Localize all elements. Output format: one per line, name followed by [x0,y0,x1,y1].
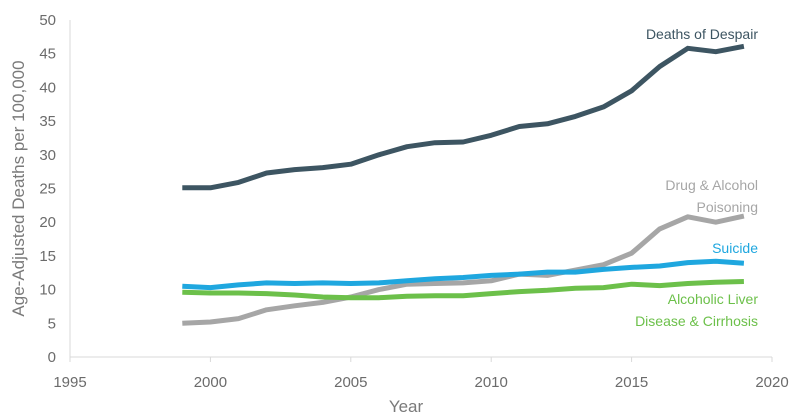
series-line-drug-alcohol-poisoning [182,213,745,326]
x-tick-label: 2005 [334,374,367,391]
y-tick-label: 25 [39,181,56,198]
y-tick-label: 35 [39,113,56,130]
y-tick-label: 30 [39,147,56,164]
x-tick-label: 2010 [475,374,508,391]
y-tick-label: 0 [48,349,56,366]
x-axis-title: Year [389,397,424,416]
y-tick-label: 40 [39,79,56,96]
x-tick-label: 2015 [615,374,648,391]
series-labels: Deaths of Despair Drug & Alcohol Poisoning… [635,26,758,329]
axes: 0 5 10 15 20 25 30 35 40 45 50 1995 2000 2005 2010 2015… [39,12,788,391]
y-tick-label: 15 [39,248,56,265]
series-label-deaths-of-despair: Deaths of Despair [646,26,758,42]
x-tick-label: 2020 [755,374,788,391]
series-label-suicide: Suicide [712,240,758,256]
series-line-suicide [182,258,745,291]
series-line-alcoholic-liver-disease-cirrhosis [182,279,744,301]
y-axis-title: Age-Adjusted Deaths per 100,000 [9,60,28,316]
y-tick-label: 50 [39,12,56,29]
x-tick-label: 1995 [53,374,86,391]
series-line-deaths-of-despair [182,43,745,191]
series-lines [182,43,745,326]
series-label-alcoholic-liver-disease-cirrhosis: Alcoholic Liver Disease & Cirrhosis [635,291,758,329]
x-tick-label: 2000 [194,374,227,391]
series-label-drug-alcohol-poisoning: Drug & Alcohol Poisoning [665,177,758,215]
y-tick-label: 5 [48,315,56,332]
y-tick-label: 20 [39,214,56,231]
y-tick-label: 45 [39,46,56,63]
y-tick-label: 10 [39,282,56,299]
